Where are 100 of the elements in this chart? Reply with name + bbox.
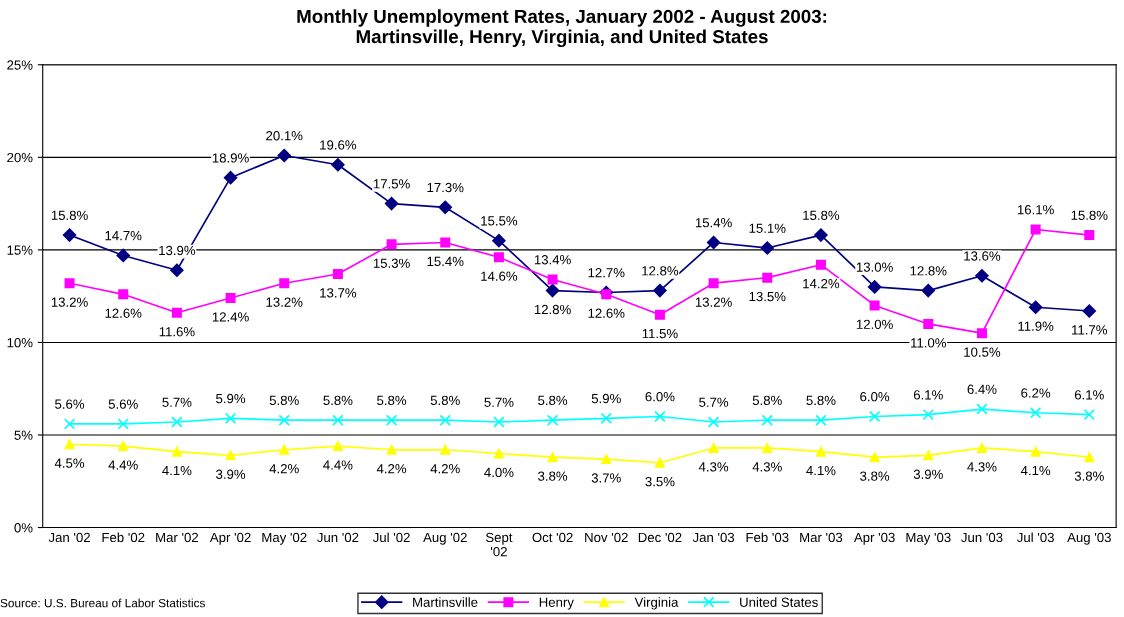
data-label: 5.8% [752,395,782,406]
x-tick-label: Feb '03 [746,532,789,543]
y-tick-label: 10% [7,338,33,348]
data-label: 6.0% [860,392,890,402]
data-label: 15.8% [51,210,88,220]
x-tick-label: Aug '03 [1067,532,1111,545]
x-tick-label: Apr '02 [209,532,251,545]
y-tick-label: 20% [7,152,33,163]
x-tick-label: Jan '02 [48,532,90,543]
y-tick-label: 0% [14,523,33,533]
x-tick-label: Sept '02 [485,532,513,557]
data-label: 4.3% [698,462,729,472]
data-label: 15.3% [373,258,410,268]
data-label: 12.7% [588,268,625,278]
data-label: 4.1% [806,465,836,476]
data-label: 11.5% [642,328,678,339]
data-label: 3.9% [913,469,943,479]
data-label: 10.5% [964,347,1001,357]
x-tick-label: Jul '02 [372,532,410,543]
data-label: 13.6% [964,251,1001,261]
legend-label: United States [740,597,818,607]
data-label: 12.8% [642,266,679,276]
data-label: 12.6% [105,308,142,318]
data-label: 6.2% [1021,388,1051,398]
data-label: 5.8% [806,395,836,406]
data-label: 12.8% [534,304,571,315]
x-tick-label: Feb '02 [102,532,145,543]
data-label: 3.8% [860,471,890,481]
data-label: 4.1% [162,465,192,476]
data-label: 13.4% [534,255,571,265]
source-note: Source: U.S. Bureau of Labor Statistics [0,598,205,608]
data-label: 11.0% [911,338,947,348]
x-tick-label: Apr '03 [853,532,895,545]
x-tick-label: Oct '02 [532,532,573,543]
data-label: 4.3% [967,462,997,472]
data-label: 13.9% [159,245,196,256]
data-label: 15.8% [1071,210,1108,220]
data-label: 5.8% [538,395,568,406]
data-label: 15.1% [749,223,786,233]
data-label: 12.6% [588,308,625,318]
data-label: 4.2% [430,464,460,474]
data-label: 11.7% [1072,325,1108,335]
data-label: 5.8% [430,395,460,406]
data-label: 15.5% [481,216,518,226]
data-label: 13.2% [51,297,88,307]
data-label: 4.1% [1020,465,1051,476]
data-label: 11.9% [1018,321,1054,331]
data-label: 16.1% [1017,205,1054,215]
data-label: 13.7% [320,288,357,298]
data-label: 3.7% [591,473,621,483]
data-label: 11.6% [159,327,195,337]
y-tick-label: 5% [14,430,33,440]
data-label: 4.4% [108,460,138,470]
x-tick-label: Mar '03 [800,532,843,543]
data-label: 6.4% [967,384,997,394]
data-label: 5.6% [108,399,138,409]
legend-label: Martinsville [413,597,478,607]
data-label: 14.6% [481,271,518,281]
legend-label: Virginia [634,597,679,610]
data-label: 20.1% [266,131,303,141]
x-tick-label: Aug '02 [423,532,467,545]
x-tick-label: May '03 [906,532,951,545]
data-label: 12.4% [212,312,249,322]
x-tick-label: Jun '03 [961,532,1003,543]
x-tick-label: May '02 [262,532,307,545]
x-tick-label: Jan '03 [692,532,735,543]
data-label: 4.2% [376,464,407,474]
y-tick-label: 25% [7,60,33,70]
data-label: 15.4% [695,218,732,228]
data-label: 13.5% [749,291,786,302]
data-label: 6.0% [645,392,675,402]
data-label: 15.4% [427,256,464,267]
chart-title: Monthly Unemployment Rates, January 2002 - August 2003: Martinsville, Henry, Virginia, and United States [297,9,827,48]
data-label: 12.8% [910,266,947,276]
data-label: 5.7% [162,397,192,407]
data-label: 5.7% [484,397,514,407]
data-label: 5.9% [216,393,246,404]
data-label: 3.8% [538,471,568,481]
data-label: 17.3% [427,182,464,193]
data-label: 6.1% [913,390,943,400]
data-label: 17.5% [373,179,410,189]
data-label: 4.5% [54,458,85,468]
x-tick-label: Jul '03 [1016,532,1054,543]
data-label: 6.1% [1074,390,1104,400]
data-label: 3.8% [1074,471,1104,481]
data-label: 3.5% [645,476,675,487]
data-label: 5.7% [699,397,729,407]
data-label: 4.2% [269,464,299,474]
data-label: 13.0% [856,262,893,272]
x-tick-label: Dec '02 [638,532,682,543]
data-label: 13.2% [695,297,732,307]
data-label: 13.2% [266,297,303,307]
data-label: 4.3% [752,462,782,472]
data-label: 5.8% [269,395,299,406]
data-label: 14.2% [803,278,840,289]
data-label: 14.7% [105,231,142,241]
legend-label: Henry [539,597,574,610]
data-label: 5.8% [377,395,407,406]
data-label: 18.9% [212,153,249,163]
data-label: 4.4% [323,460,353,470]
